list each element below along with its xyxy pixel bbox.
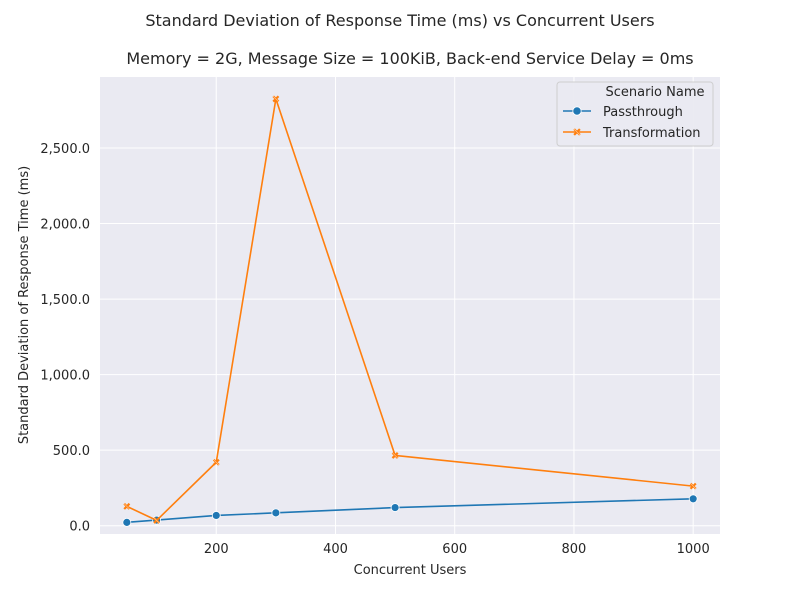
data-point bbox=[272, 95, 280, 103]
y-tick-label: 1,500.0 bbox=[40, 293, 90, 308]
data-point bbox=[391, 452, 399, 459]
chart-suptitle: Standard Deviation of Response Time (ms)… bbox=[145, 11, 654, 30]
data-point bbox=[688, 494, 698, 504]
series-line bbox=[126, 98, 694, 522]
legend-title: Scenario Name bbox=[606, 85, 705, 100]
y-tick-label: 2,500.0 bbox=[40, 142, 90, 157]
legend-item: Transformation bbox=[563, 126, 701, 141]
y-gridlines bbox=[100, 147, 720, 527]
data-point bbox=[212, 458, 220, 466]
data-point bbox=[271, 508, 281, 518]
legend-label: Transformation bbox=[602, 126, 701, 141]
series-passthrough bbox=[122, 494, 698, 527]
data-point bbox=[123, 502, 131, 510]
y-tick-labels: 0.0 500.0 1,000.0 1,500.0 2,000.0 2,500.0 bbox=[40, 142, 90, 535]
y-tick-label: 0.0 bbox=[69, 520, 90, 535]
x-tick-label: 1000 bbox=[677, 542, 710, 557]
y-tick-label: 500.0 bbox=[53, 444, 90, 459]
x-tick-labels: 200 400 600 800 1000 bbox=[204, 542, 710, 557]
y-tick-label: 2,000.0 bbox=[40, 218, 90, 233]
data-point bbox=[211, 511, 221, 520]
legend: Scenario Name Passthrough Transformation bbox=[556, 81, 714, 147]
x-tick-label: 600 bbox=[442, 542, 467, 557]
x-tick-label: 800 bbox=[562, 542, 587, 557]
series-transformation bbox=[123, 95, 697, 524]
series-layer bbox=[122, 95, 698, 527]
data-point bbox=[153, 516, 161, 524]
y-tick-label: 1,000.0 bbox=[40, 369, 90, 384]
data-point bbox=[572, 106, 582, 116]
data-point bbox=[122, 517, 132, 527]
plot-area bbox=[100, 77, 720, 534]
x-axis-label: Concurrent Users bbox=[354, 563, 467, 578]
legend-items: Passthrough Transformation bbox=[563, 105, 701, 141]
y-axis-label: Standard Deviation of Response Time (ms) bbox=[17, 166, 32, 444]
data-point bbox=[390, 503, 400, 512]
chart-title: Memory = 2G, Message Size = 100KiB, Back… bbox=[126, 49, 693, 68]
data-point bbox=[689, 482, 697, 490]
legend-item: Passthrough bbox=[563, 105, 683, 120]
data-point bbox=[573, 128, 581, 136]
legend-box bbox=[556, 81, 714, 147]
x-tick-label: 400 bbox=[323, 542, 348, 557]
series-line bbox=[126, 498, 694, 524]
legend-label: Passthrough bbox=[603, 105, 683, 120]
x-tick-label: 200 bbox=[204, 542, 229, 557]
